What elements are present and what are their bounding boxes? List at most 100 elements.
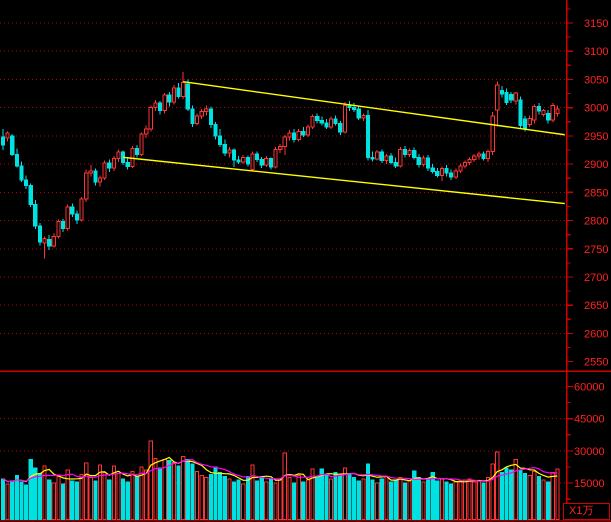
volume-bar-down <box>231 481 237 521</box>
candle-down <box>546 112 551 121</box>
candle-down <box>60 221 66 229</box>
volume-bar-up <box>84 462 89 520</box>
volume-bar-down <box>449 483 454 521</box>
volume-bar-down <box>176 465 181 520</box>
candle-up <box>398 148 403 167</box>
candle-up <box>273 148 278 168</box>
candle-down <box>268 157 274 168</box>
volume-bar-down <box>255 480 260 521</box>
volume-bar-up <box>250 464 255 520</box>
candle-down <box>416 156 421 166</box>
volume-bar-down <box>218 471 223 521</box>
volume-bar-up <box>97 464 103 520</box>
candle-up <box>550 104 555 121</box>
volume-bar-down <box>157 467 163 520</box>
candle-down <box>291 132 297 140</box>
volume-bar-up <box>102 471 107 521</box>
volume-bar-down <box>74 481 80 521</box>
volume-bar-up <box>472 481 477 521</box>
volume-bar-up <box>467 478 472 521</box>
volume-bar-up <box>144 469 149 520</box>
volume-bar-down <box>509 469 514 520</box>
price-axis-label: 2550 <box>584 357 608 369</box>
volume-bar-up <box>278 479 283 521</box>
volume-bar-down <box>338 475 343 521</box>
volume-axis-label: 30000 <box>574 446 605 458</box>
volume-bar-down <box>222 476 227 521</box>
volume-bar-down <box>60 483 66 521</box>
candle-down <box>518 99 523 127</box>
candle-up <box>139 133 144 156</box>
volume-bar-down <box>33 467 38 520</box>
candle-down <box>74 213 80 221</box>
candle-down <box>47 239 52 247</box>
volume-bar-up <box>486 477 491 521</box>
volume-bar-down <box>444 481 449 521</box>
volume-unit-label: X1万 <box>569 505 594 517</box>
volume-bar-down <box>425 479 431 521</box>
volume-bar-down <box>388 481 394 521</box>
candle-up <box>282 136 287 148</box>
volume-bar-up <box>462 479 468 521</box>
volume-bar-down <box>402 482 408 521</box>
candle-down <box>301 130 306 136</box>
candle-up <box>194 115 200 124</box>
volume-bar-down <box>504 467 509 520</box>
candle-down <box>365 115 371 158</box>
candle-up <box>458 165 463 172</box>
volume-bar-up <box>282 452 287 520</box>
volume-bar-down <box>185 458 190 520</box>
candle-down <box>319 120 324 124</box>
candle-up <box>287 132 292 138</box>
candle-down <box>185 83 190 110</box>
volume-bar-down <box>546 481 551 521</box>
candle-down <box>19 165 24 181</box>
candle-down <box>134 147 140 156</box>
volume-bar-down <box>356 480 361 521</box>
price-axis-label: 2900 <box>584 159 608 171</box>
candle-down <box>208 108 214 126</box>
channel-lower-line <box>123 156 565 205</box>
candle-down <box>157 102 163 111</box>
volume-bar-down <box>167 460 172 520</box>
candle-up <box>532 106 537 121</box>
volume-bar-up <box>153 457 158 520</box>
candle-up <box>56 221 61 237</box>
volume-bar-up <box>527 475 532 521</box>
volume-bar-down <box>518 469 523 520</box>
volume-bar-down <box>365 463 371 520</box>
volume-bar-down <box>93 480 98 521</box>
candle-down <box>255 153 260 161</box>
candle-down <box>167 94 172 103</box>
volume-bar-up <box>51 482 56 521</box>
candle-up <box>204 108 209 113</box>
candle-down <box>504 91 509 104</box>
candle-up <box>102 162 107 179</box>
candle-up <box>84 172 89 200</box>
volume-bar-down <box>499 471 505 521</box>
volume-bar-down <box>536 476 542 521</box>
volume-bar-up <box>181 455 186 520</box>
volume-bars-layer <box>0 440 560 521</box>
price-axis-label: 2850 <box>584 187 608 199</box>
candle-down <box>536 106 542 112</box>
candle-down <box>37 225 43 243</box>
candle-down <box>522 118 528 130</box>
candle-down <box>379 151 384 162</box>
volume-bar-up <box>171 462 177 520</box>
candle-down <box>435 170 440 176</box>
candle-down <box>338 122 343 133</box>
volume-bar-up <box>458 480 463 521</box>
candle-up <box>65 206 70 229</box>
candle-up <box>88 170 93 174</box>
candle-up <box>171 87 177 103</box>
candle-up <box>250 153 255 171</box>
candle-up <box>199 111 204 117</box>
candle-up <box>462 161 468 167</box>
price-axis-label: 3150 <box>584 18 608 30</box>
volume-bar-down <box>352 477 357 521</box>
volume-bar-up <box>116 472 121 521</box>
volume-bar-down <box>259 476 264 521</box>
